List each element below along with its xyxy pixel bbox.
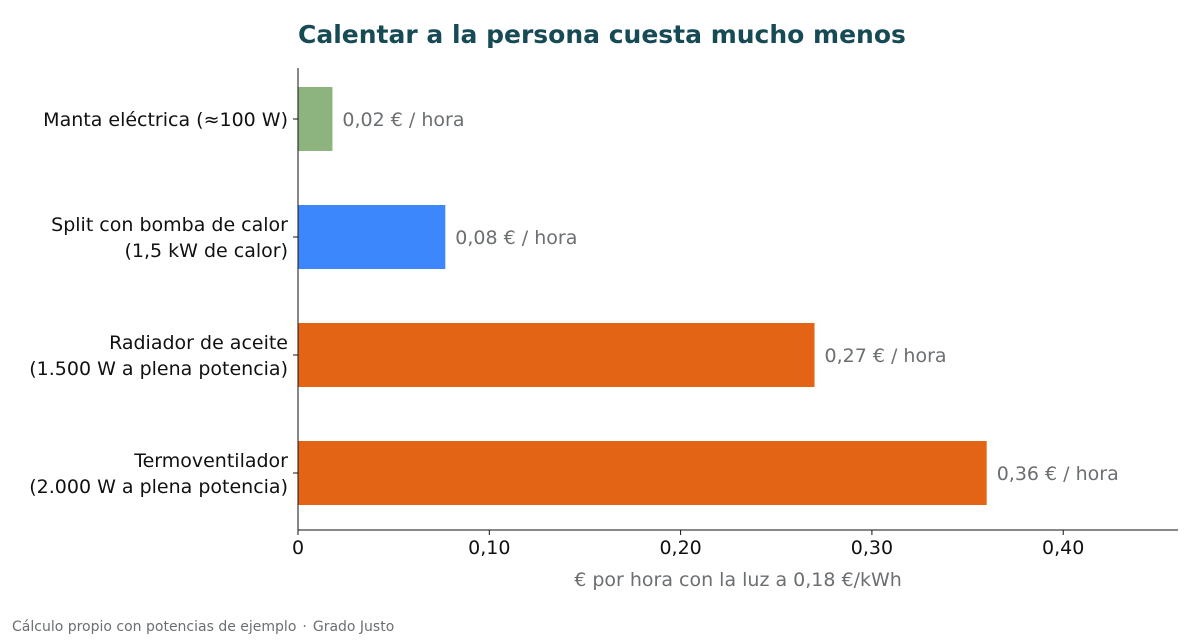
category-label-line: (2.000 W a plena potencia) <box>29 476 288 498</box>
value-label-4: 0,36 € / hora <box>997 463 1119 485</box>
value-label-2: 0,08 € / hora <box>455 227 577 249</box>
chart-title: Calentar a la persona cuesta mucho menos <box>298 20 906 49</box>
category-label-line: (1,5 kW de calor) <box>124 240 288 262</box>
x-tick-label-5: 0,40 <box>1042 537 1084 559</box>
footer-separator: · <box>302 619 307 635</box>
footer: Cálculo propio con potencias de ejemplo ·… <box>12 619 394 635</box>
category-label-line: Radiador de aceite <box>109 332 288 354</box>
category-label-line: Split con bomba de calor <box>51 214 288 236</box>
bar-3 <box>298 323 815 387</box>
axes <box>297 68 1178 531</box>
category-label-line: Termoventilador <box>133 450 288 472</box>
category-label-line: (1.500 W a plena potencia) <box>29 358 288 380</box>
value-label-3: 0,27 € / hora <box>825 345 947 367</box>
bars-layer <box>293 87 987 505</box>
bar-4 <box>298 441 987 505</box>
x-ticks: 0 0,10 0,20 0,30 0,40 <box>292 530 1084 559</box>
x-tick-label-4: 0,30 <box>851 537 893 559</box>
category-label-3: Radiador de aceite (1.500 W a plena poten… <box>29 332 288 380</box>
category-label-2: Split con bomba de calor (1,5 kW de calor… <box>51 214 288 262</box>
bar-1 <box>298 87 333 151</box>
source-note: Cálculo propio con potencias de ejemplo <box>12 619 297 635</box>
x-tick-label-1: 0 <box>292 537 304 559</box>
value-labels: 0,02 € / hora 0,08 € / hora 0,27 € / hora 0… <box>342 109 1118 485</box>
brand-name: Grado Justo <box>312 619 395 635</box>
category-label-4: Termoventilador (2.000 W a plena potencia… <box>29 450 288 498</box>
x-tick-label-3: 0,20 <box>659 537 701 559</box>
value-label-1: 0,02 € / hora <box>342 109 464 131</box>
bar-2 <box>298 205 446 269</box>
category-labels: Manta eléctrica (≈100 W) Split con bomba … <box>29 109 288 498</box>
x-tick-label-2: 0,10 <box>468 537 510 559</box>
category-label-1: Manta eléctrica (≈100 W) <box>43 109 288 131</box>
x-axis-title: € por hora con la luz a 0,18 €/kWh <box>574 569 902 591</box>
category-label-line: Manta eléctrica (≈100 W) <box>43 109 288 131</box>
